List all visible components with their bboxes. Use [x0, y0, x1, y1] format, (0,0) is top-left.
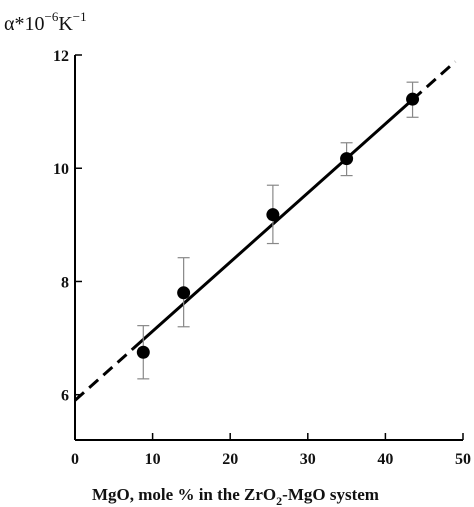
data-point [340, 152, 354, 166]
y-axis-label-unit: K [58, 13, 73, 35]
x-tick-label: 20 [222, 451, 238, 468]
errorbar-layer [137, 81, 419, 380]
y-axis-label-exp1: −6 [44, 9, 58, 24]
data-point [406, 92, 420, 106]
x-axis-label: MgO, mole % in the ZrO2-MgO system [92, 485, 379, 507]
x-tick-label: 10 [145, 451, 161, 468]
data-point [177, 286, 191, 300]
x-axis-label-prefix: MgO, mole % in the ZrO [92, 485, 276, 504]
x-axis-label-suffix: -MgO system [282, 485, 379, 504]
data-point [136, 345, 150, 359]
y-tick-label: 6 [61, 388, 69, 405]
ticks-layer: 0 10 20 30 40 50 6 8 10 12 [53, 48, 471, 468]
points-layer [136, 92, 420, 359]
y-tick-label: 8 [61, 274, 69, 291]
y-axis-label-exp2: −1 [73, 9, 87, 24]
y-axis-label: α*10−6K−1 [4, 9, 87, 35]
y-axis-label-base: α*10 [4, 13, 44, 35]
data-point [266, 208, 280, 222]
x-tick-label: 30 [300, 451, 316, 468]
y-tick-label: 12 [53, 48, 69, 65]
x-tick-label: 0 [71, 451, 79, 468]
x-tick-label: 40 [377, 451, 393, 468]
fit-line-extrapolation-low [74, 347, 135, 402]
x-axis-label-sub: 2 [276, 494, 282, 507]
y-tick-label: 10 [53, 161, 69, 178]
fit-line-extrapolation-high [411, 60, 457, 101]
x-tick-label: 50 [455, 451, 471, 468]
fit-layer [74, 60, 457, 402]
